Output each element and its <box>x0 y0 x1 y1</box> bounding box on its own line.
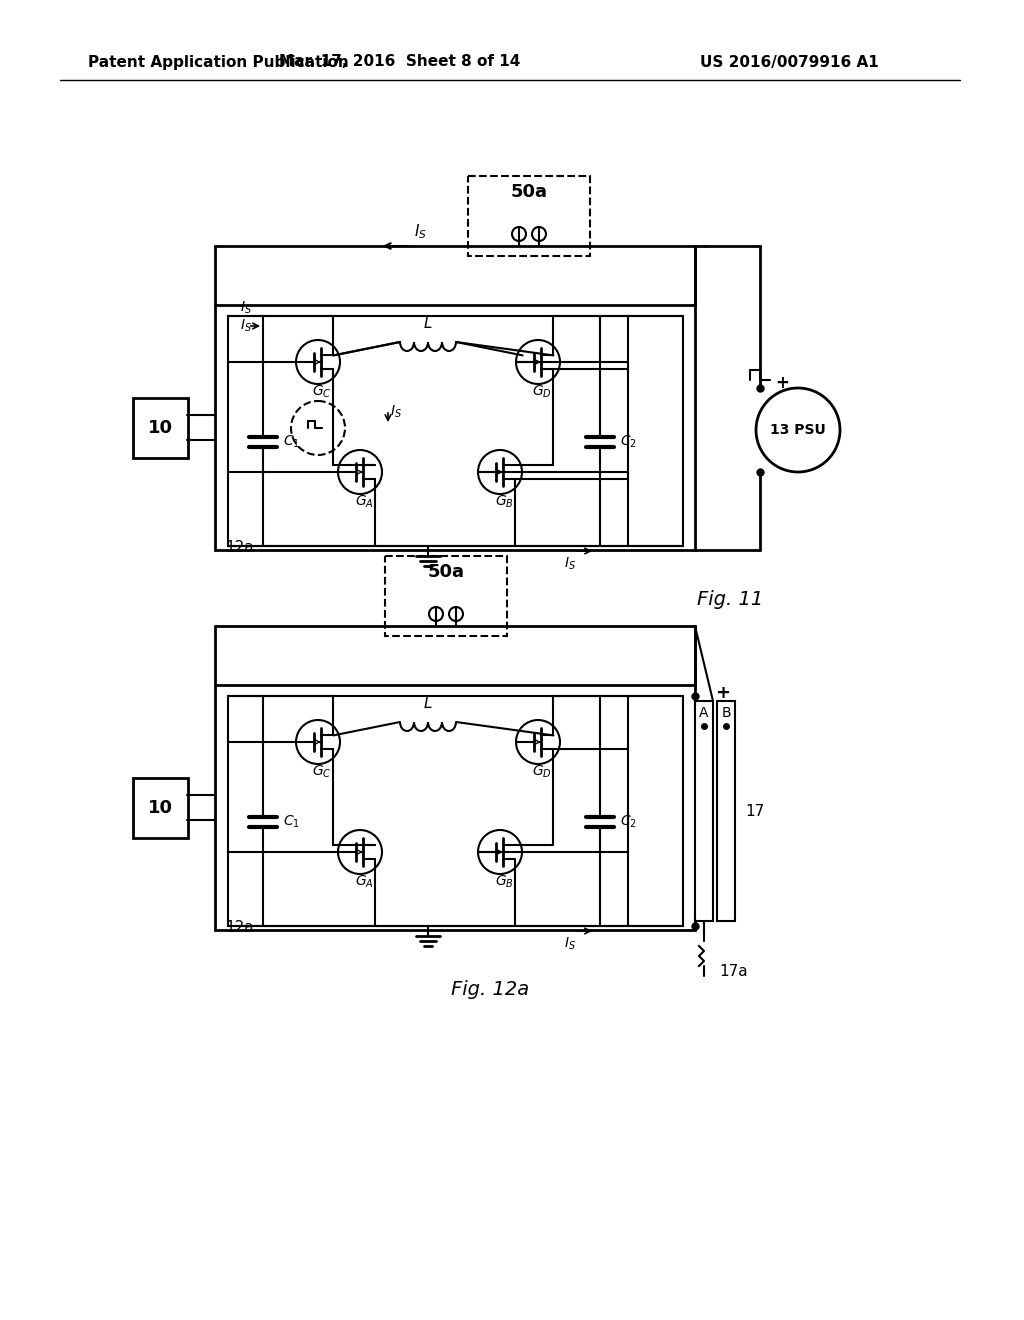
Circle shape <box>512 227 526 242</box>
Text: Mar. 17, 2016  Sheet 8 of 14: Mar. 17, 2016 Sheet 8 of 14 <box>280 54 520 70</box>
Bar <box>215 685 695 931</box>
Text: $G_C$: $G_C$ <box>312 764 332 780</box>
Text: $G_D$: $G_D$ <box>532 764 552 780</box>
Text: $C_2$: $C_2$ <box>620 434 637 450</box>
Text: US 2016/0079916 A1: US 2016/0079916 A1 <box>700 54 879 70</box>
Bar <box>695 701 713 921</box>
Circle shape <box>478 830 522 874</box>
Text: 17: 17 <box>745 804 764 818</box>
Text: $C_2$: $C_2$ <box>620 814 637 830</box>
Text: L: L <box>424 317 432 331</box>
Text: $G_B$: $G_B$ <box>495 874 513 890</box>
Circle shape <box>296 341 340 384</box>
Text: Patent Application Publication: Patent Application Publication <box>88 54 349 70</box>
Circle shape <box>756 388 840 473</box>
Circle shape <box>338 830 382 874</box>
Text: $I_S$: $I_S$ <box>390 404 402 420</box>
Text: $G_D$: $G_D$ <box>532 384 552 400</box>
Bar <box>468 176 590 256</box>
Text: +: + <box>775 374 788 392</box>
Text: 12a: 12a <box>225 920 254 935</box>
Text: $G_A$: $G_A$ <box>354 874 374 890</box>
Circle shape <box>516 341 560 384</box>
Bar <box>385 556 507 636</box>
Text: $C_1$: $C_1$ <box>283 814 300 830</box>
Bar <box>132 399 187 458</box>
Circle shape <box>296 719 340 764</box>
Text: $G_C$: $G_C$ <box>312 384 332 400</box>
Text: 10: 10 <box>147 799 172 817</box>
Text: $I_S$: $I_S$ <box>240 300 252 317</box>
Text: $I_S$: $I_S$ <box>564 936 575 952</box>
Circle shape <box>449 607 463 620</box>
Bar <box>717 701 735 921</box>
Text: 17a: 17a <box>719 964 748 978</box>
Text: $C_1$: $C_1$ <box>283 434 300 450</box>
Text: 10: 10 <box>147 418 172 437</box>
Text: +: + <box>716 684 730 702</box>
Text: B: B <box>721 706 731 719</box>
Text: Fig. 12a: Fig. 12a <box>451 979 529 999</box>
Text: A: A <box>699 706 709 719</box>
Bar <box>228 315 683 546</box>
Text: 13 PSU: 13 PSU <box>770 422 826 437</box>
Text: 50a: 50a <box>511 183 548 201</box>
Text: $G_B$: $G_B$ <box>495 494 513 511</box>
Text: 50a: 50a <box>427 564 465 581</box>
Text: L: L <box>424 697 432 711</box>
Text: $I_S$: $I_S$ <box>414 223 426 242</box>
Circle shape <box>516 719 560 764</box>
Text: $G_A$: $G_A$ <box>354 494 374 511</box>
Circle shape <box>478 450 522 494</box>
Bar <box>228 696 683 927</box>
Circle shape <box>532 227 546 242</box>
Text: $I_S$: $I_S$ <box>240 318 252 334</box>
Bar <box>215 305 695 550</box>
Text: 12a: 12a <box>225 540 254 554</box>
Bar <box>132 777 187 838</box>
Circle shape <box>338 450 382 494</box>
Text: $I_S$: $I_S$ <box>564 556 575 572</box>
Text: Fig. 11: Fig. 11 <box>697 590 763 609</box>
Circle shape <box>429 607 443 620</box>
